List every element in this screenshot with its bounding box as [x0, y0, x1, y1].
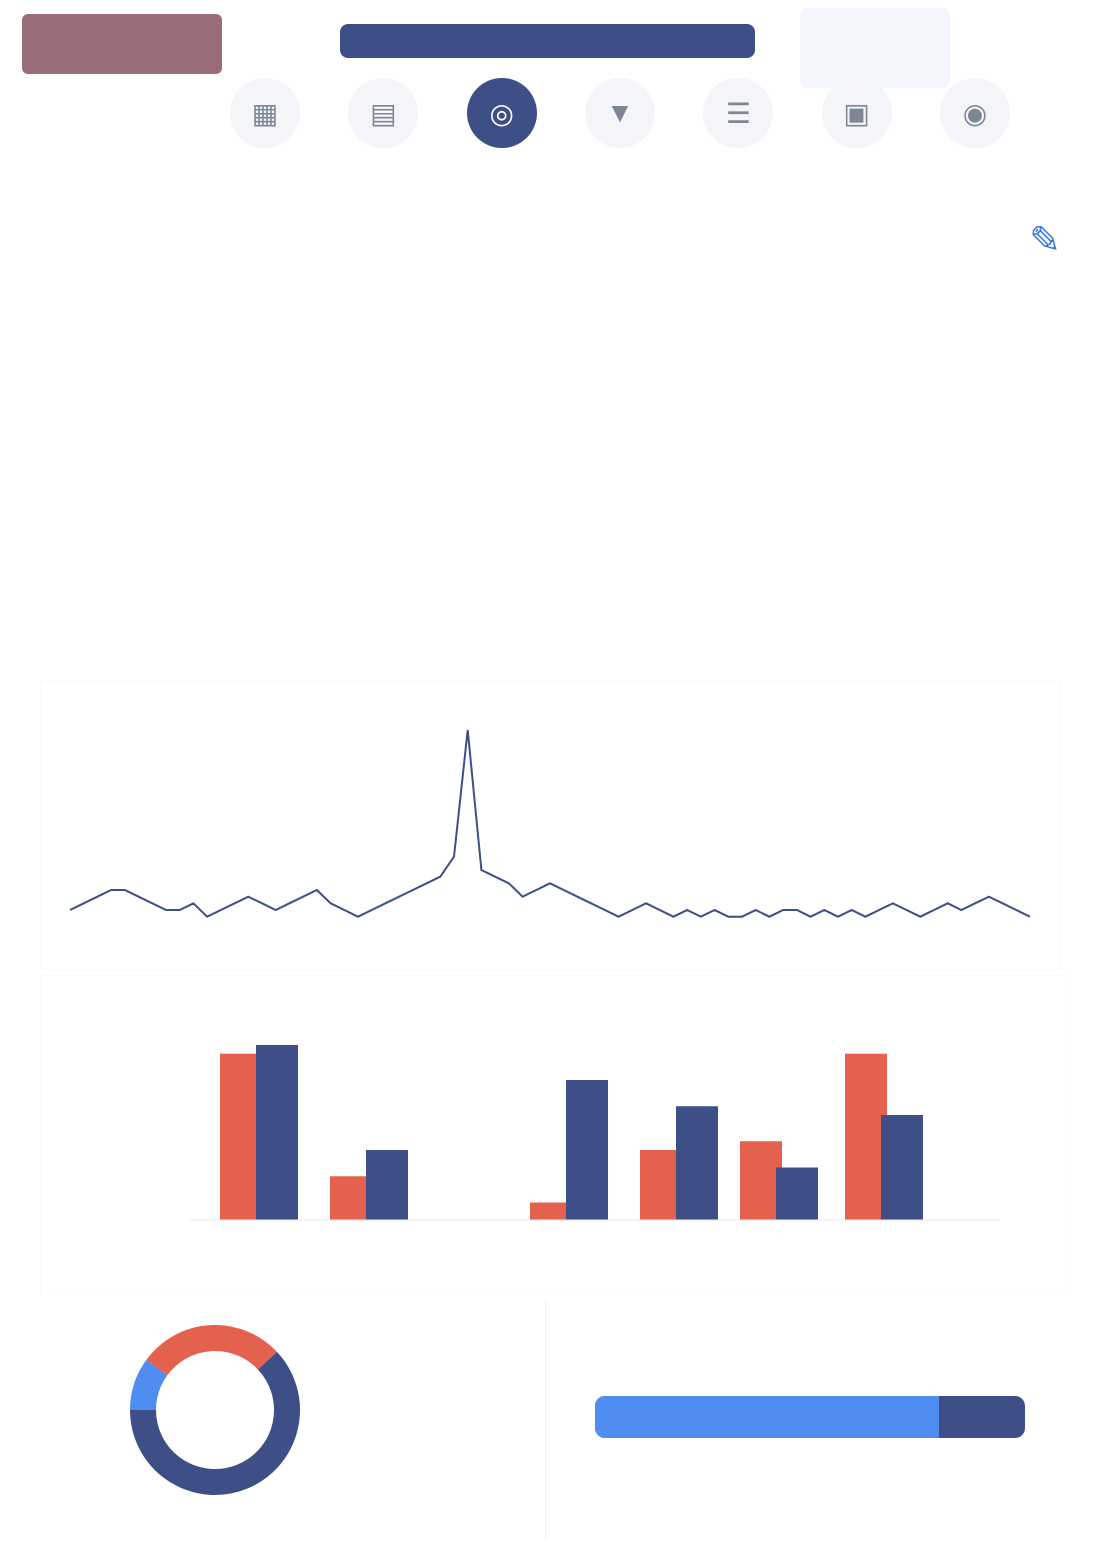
icon-tab-5[interactable]: ▣	[812, 78, 902, 168]
document-icon: ▣	[821, 78, 892, 148]
top-title-bar	[340, 24, 755, 58]
stats-group-label	[124, 560, 374, 582]
bar-1-5	[776, 1167, 818, 1220]
icon-tab-4[interactable]: ☰	[693, 78, 783, 168]
stats-group-label	[14, 560, 124, 582]
bar-chart	[40, 975, 1070, 1295]
bar-0-3	[530, 1202, 572, 1220]
stats-group-label	[374, 560, 734, 582]
bar-0-6	[845, 1053, 887, 1220]
donut-chart	[130, 1325, 300, 1495]
globe-icon: ◎	[466, 78, 537, 148]
icon-tab-0[interactable]: ▦	[220, 78, 310, 168]
stat-item	[965, 592, 1084, 612]
icon-tab-3[interactable]: ▼	[575, 78, 665, 168]
bar-1-6	[881, 1115, 923, 1220]
stats-group-labels	[14, 560, 1084, 582]
stat-item	[490, 592, 609, 612]
stacked-progress-bar	[595, 1396, 1025, 1438]
donut-slice-1	[130, 1351, 300, 1495]
stats-group-label	[734, 560, 954, 582]
bar-1-3	[566, 1080, 608, 1220]
bar-1-1	[366, 1150, 408, 1220]
stats-row	[14, 560, 1084, 670]
bar-0-0	[220, 1053, 262, 1220]
section-divider	[545, 1300, 546, 1540]
filter-icon: ▼	[584, 78, 655, 148]
line-chart-frame	[40, 680, 1060, 970]
bar-0-4	[640, 1150, 682, 1220]
bar-0-1	[330, 1176, 372, 1220]
icon-tab-row: ▦ ▤ ◎ ▼ ☰ ▣ ◉	[220, 78, 1020, 168]
user-icon: ◉	[939, 78, 1010, 148]
progress-fill	[595, 1396, 939, 1438]
logo[interactable]	[22, 14, 222, 74]
donut-slice-0	[146, 1325, 277, 1376]
bar-1-0	[256, 1045, 298, 1220]
line-series	[69, 729, 1031, 918]
stat-item	[252, 592, 371, 612]
bar-0-5	[740, 1141, 782, 1220]
icon-tab-2[interactable]: ◎	[457, 78, 547, 168]
line-chart	[40, 680, 1060, 970]
donut-slice-2	[130, 1360, 168, 1411]
stat-item	[727, 592, 846, 612]
icon-tab-6[interactable]: ◉	[930, 78, 1020, 168]
stat-item	[608, 592, 727, 612]
calendar-icon: ▦	[230, 78, 300, 148]
icon-tab-1[interactable]: ▤	[338, 78, 428, 168]
stat-item	[371, 592, 490, 612]
stat-item	[846, 592, 965, 612]
stat-item	[133, 592, 252, 612]
stat-item	[14, 592, 133, 612]
grid-icon: ▤	[348, 78, 419, 148]
list-icon: ☰	[703, 78, 774, 148]
header-placeholder-frame	[800, 8, 950, 88]
pencil-icon[interactable]: ✎	[1029, 219, 1061, 262]
bar-1-4	[676, 1106, 718, 1220]
